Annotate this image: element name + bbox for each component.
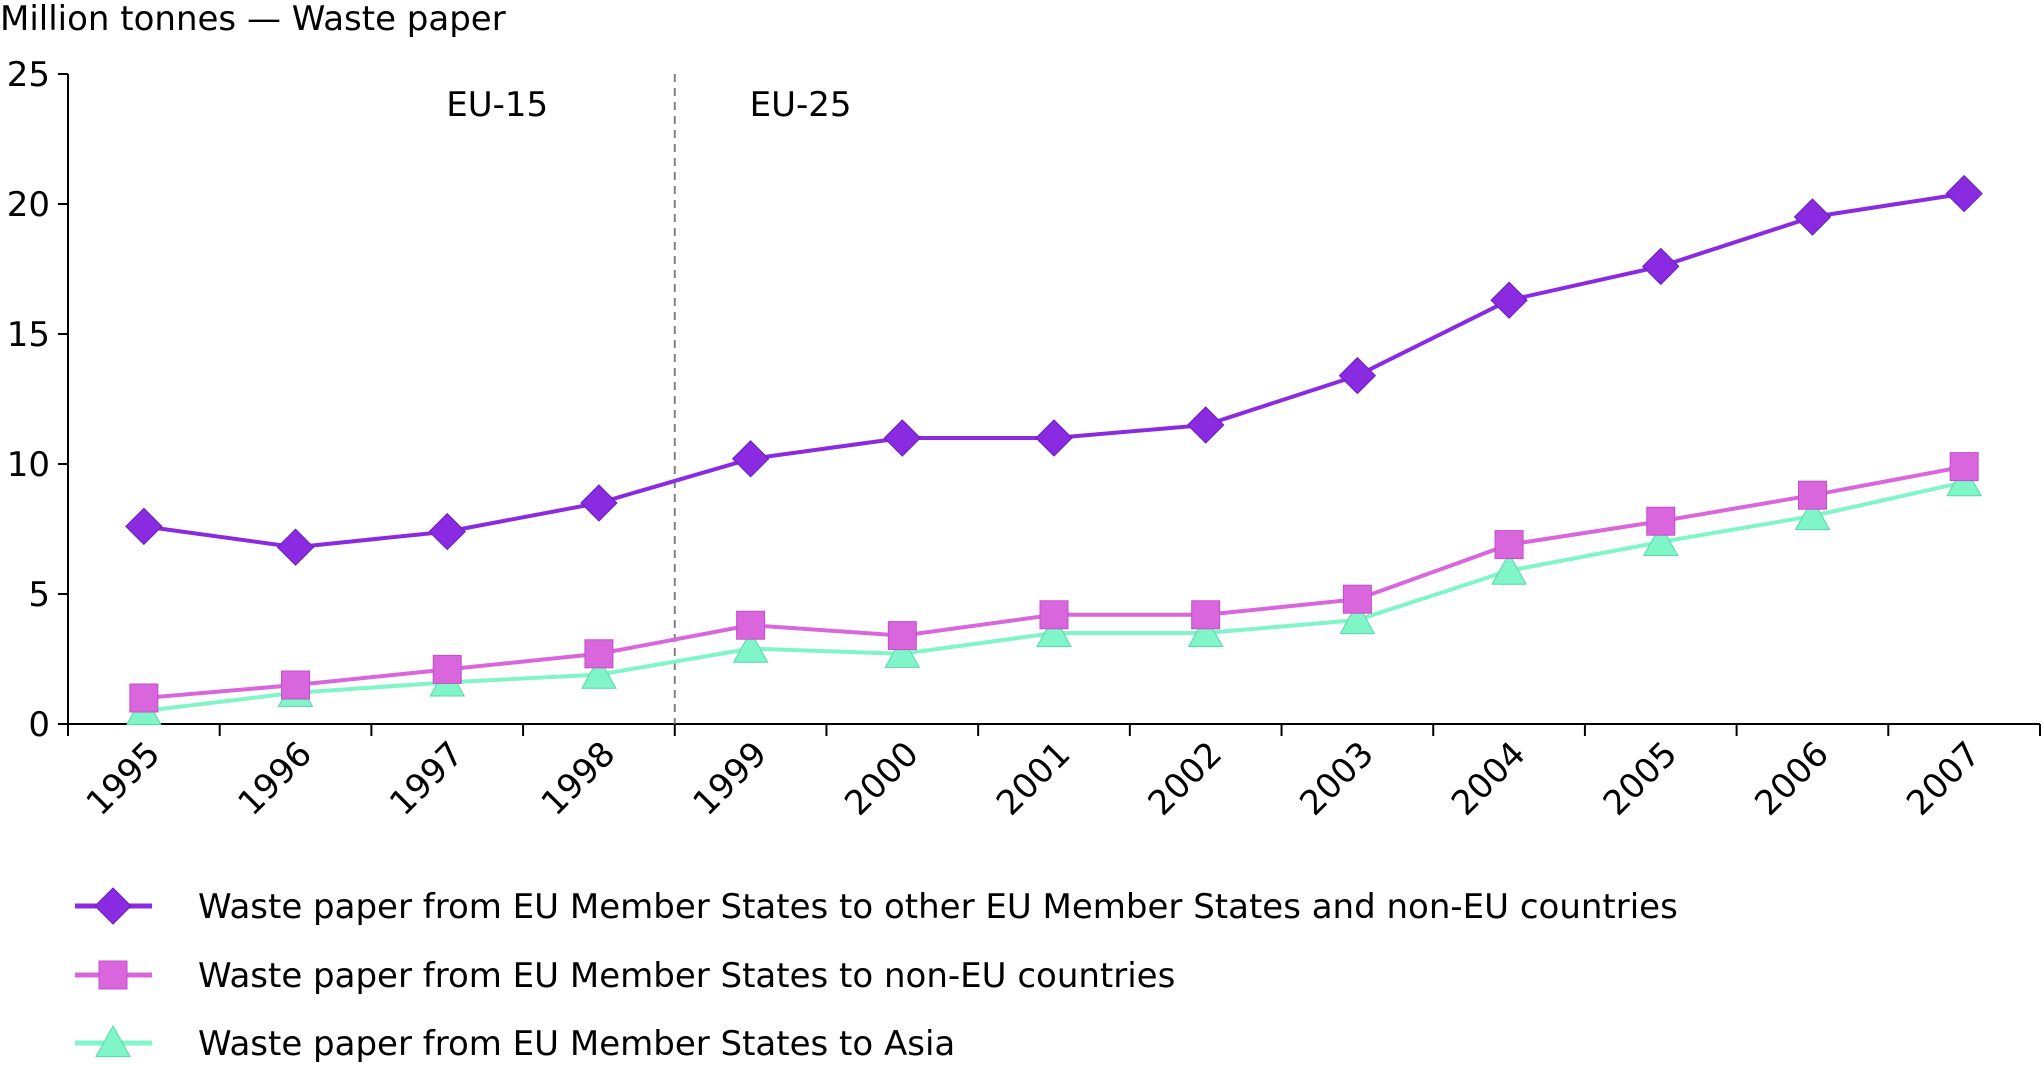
series-line-all-destinations [143,191,1965,550]
data-point-non-eu [584,639,614,669]
data-point-non-eu [887,621,917,651]
data-point-asia [884,635,921,668]
y-tick-label: 15 [7,315,50,355]
y-tick-label: 5 [28,575,50,615]
data-point-non-eu [432,654,462,684]
x-tick-label: 2001 [989,734,1078,823]
data-point-asia [581,656,617,689]
data-point-non-eu [1797,480,1827,510]
x-tick-label: 1997 [382,734,471,823]
x-tick-label: 2007 [1899,734,1988,823]
x-tick-label: 2003 [1292,734,1381,823]
data-point-non-eu [736,610,766,640]
data-point-non-eu [1191,600,1221,630]
y-axis-title: Million tonnes — Waste paper [0,0,506,39]
data-point-asia [1187,614,1224,648]
data-point-all-destinations [1793,198,1832,236]
data-point-non-eu [129,683,159,713]
y-tick-label: 10 [7,445,50,485]
data-point-all-destinations [276,528,315,566]
data-point-asia [1794,497,1831,531]
data-point-non-eu [1494,530,1524,560]
data-point-all-destinations [1945,174,1983,213]
data-point-all-destinations [1490,281,1528,319]
data-point-all-destinations [731,440,770,478]
legend-label-asia: Waste paper from EU Member States to Asi… [198,1024,955,1064]
annotation-eu25: EU-25 [750,85,852,125]
data-point-asia [732,630,769,663]
legend-marker-non-eu [98,960,128,990]
y-tick-label: 20 [7,185,50,225]
data-point-asia [1036,614,1072,648]
data-point-all-destinations [1035,419,1073,457]
x-tick-label: 1999 [686,734,775,823]
data-point-all-destinations [883,419,922,457]
x-tick-label: 1998 [534,734,623,823]
data-point-non-eu [1646,506,1676,536]
data-point-asia [1642,523,1679,557]
data-point-asia [1339,601,1376,635]
y-tick-label: 0 [28,705,50,745]
data-point-all-destinations [1186,406,1225,444]
x-tick-label: 1996 [230,734,319,823]
x-tick-label: 2000 [837,734,926,823]
data-point-all-destinations [1642,247,1680,286]
x-tick-label: 2005 [1596,734,1685,823]
data-point-asia [1491,552,1527,585]
x-tick-label: 1995 [79,734,168,823]
legend-label-all-destinations: Waste paper from EU Member States to oth… [198,887,1678,927]
x-tick-label: 2002 [1141,734,1230,823]
legend-marker-all-destinations [94,887,132,925]
series-line-non-eu [143,464,1965,700]
legend-label-non-eu: Waste paper from EU Member States to non… [198,956,1175,996]
y-tick-label: 25 [7,55,50,95]
data-point-all-destinations [580,484,618,522]
x-tick-label: 2004 [1444,734,1533,823]
data-point-all-destinations [428,512,466,551]
data-point-non-eu [1342,584,1372,614]
legend-marker-asia [95,1024,131,1058]
data-point-non-eu [1949,452,1979,482]
x-tick-label: 2006 [1747,734,1836,823]
annotation-eu15: EU-15 [446,85,548,125]
data-point-non-eu [1039,600,1069,630]
data-point-all-destinations [125,507,163,546]
data-point-all-destinations [1338,356,1377,395]
data-point-non-eu [281,670,311,700]
